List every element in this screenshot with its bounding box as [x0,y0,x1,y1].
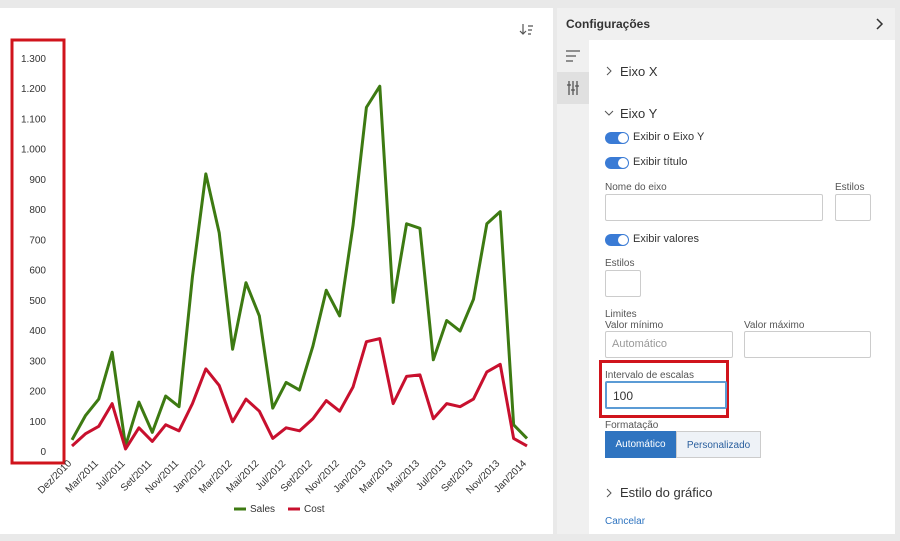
toggle-label: Exibir o Eixo Y [633,131,705,143]
y-tick-label: 900 [29,175,46,186]
active-tab[interactable] [557,72,589,104]
section[interactable]: Estilo do gráfico [620,485,713,500]
legend-label: Cost [304,504,325,515]
line [70,337,528,451]
legend-label: Sales [250,504,275,515]
field-label: Valor mínimo [605,320,664,331]
list-icon[interactable] [566,50,580,62]
placeholder: Automático [612,338,668,350]
field-label: Nome do eixo [605,182,667,193]
close-icon[interactable] [875,18,885,30]
input-value: 100 [613,389,634,403]
line [70,84,529,448]
style-button[interactable] [835,194,871,221]
y-tick-label: 100 [29,417,46,428]
panel-title: Configurações [566,17,651,31]
toggle-button[interactable]: Automático [605,431,676,458]
field-label: Formatação [605,420,659,431]
chart-card: 0 100 200 300 400 500 600 700 800 900 1.000 1.100 1.… [0,8,553,534]
panel-content: Eixo X Eixo Y Exibir o Eixo Y Exibir tít… [589,40,895,534]
y-tick-label: 1.100 [21,114,46,125]
section[interactable]: Eixo X [620,64,658,79]
text-input[interactable]: Automático [605,331,733,358]
highlight-box [10,38,66,465]
text-input[interactable] [744,331,871,358]
chart: 0 100 200 300 400 500 600 700 800 900 1.000 1.100 1.… [10,24,533,515]
highlight-box [599,360,729,418]
toggle[interactable] [605,157,629,169]
section[interactable]: Eixo Y [620,106,658,121]
field-label: Intervalo de escalas [605,370,694,381]
y-tick-label: 400 [29,326,46,337]
field-label: Estilos [605,258,635,269]
y-tick-label: 800 [29,205,46,216]
sort-icon [519,24,533,35]
toggle-button[interactable]: Personalizado [676,431,761,458]
sidebar [557,40,589,534]
y-tick-label: 200 [29,387,46,398]
cancel-link[interactable]: Cancelar [605,516,646,527]
toggle-label: Exibir título [633,156,688,168]
y-tick-label: 600 [29,266,46,277]
panel-header: Configurações [557,8,895,40]
style-button[interactable] [605,270,641,297]
y-tick-label: 700 [29,235,46,246]
y-tick-label: 500 [29,296,46,307]
field-label: Estilos [835,182,865,193]
toggle-label: Exibir valores [633,233,700,245]
text-input[interactable]: 100 [605,381,727,409]
field-label: Limites [605,309,637,320]
field-label: Valor máximo [744,320,805,331]
y-tick-label: 1.000 [21,145,46,156]
y-tick-label: 300 [29,356,46,367]
y-tick-label: 0 [40,447,46,458]
text-input[interactable] [605,194,823,221]
y-tick-label: 1.200 [21,84,46,95]
toggle[interactable] [605,132,629,144]
toggle[interactable] [605,234,629,246]
y-tick-label: 1.300 [21,54,46,65]
